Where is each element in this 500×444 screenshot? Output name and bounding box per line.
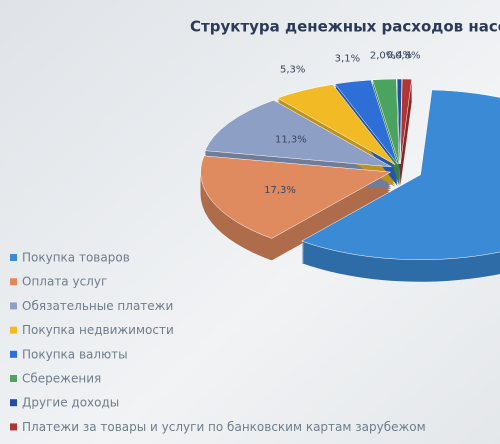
slice bbox=[276, 84, 396, 165]
slice bbox=[396, 78, 403, 165]
slice bbox=[334, 79, 398, 165]
legend-swatch bbox=[10, 302, 17, 310]
data-label: 0,4% bbox=[387, 50, 412, 61]
legend-swatch bbox=[10, 375, 17, 382]
legend-label: Сбережения bbox=[22, 372, 101, 386]
legend-label: Покупка недвижимости bbox=[22, 323, 174, 337]
slice bbox=[372, 78, 400, 165]
legend-label: Платежи за товары и услуги по банковским… bbox=[22, 420, 426, 434]
legend-label: Покупка валюты bbox=[22, 347, 128, 361]
legend-label: Другие доходы bbox=[22, 396, 119, 410]
data-label: 0,8% bbox=[395, 50, 420, 61]
data-label: 3,1% bbox=[335, 53, 360, 64]
legend-swatch bbox=[10, 254, 17, 261]
data-label: 11,3% bbox=[275, 134, 307, 145]
legend-swatch bbox=[10, 399, 17, 407]
data-label: 5,3% bbox=[280, 64, 305, 75]
slice bbox=[301, 89, 500, 260]
legend-label: Оплата услуг bbox=[22, 275, 107, 289]
legend-swatch bbox=[10, 423, 17, 431]
chart-title: Структура денежных расходов насел bbox=[190, 18, 500, 36]
slice bbox=[200, 155, 392, 239]
data-label: 17,3% bbox=[264, 185, 296, 196]
data-label: 2,0% bbox=[370, 51, 395, 62]
legend-label: Обязательные платежи bbox=[22, 299, 173, 313]
slice bbox=[204, 99, 392, 168]
legend-swatch bbox=[10, 350, 17, 358]
slice bbox=[400, 78, 413, 165]
legend-swatch bbox=[10, 326, 17, 334]
legend-swatch bbox=[10, 278, 17, 286]
legend-label: Покупка товаров bbox=[22, 251, 130, 265]
